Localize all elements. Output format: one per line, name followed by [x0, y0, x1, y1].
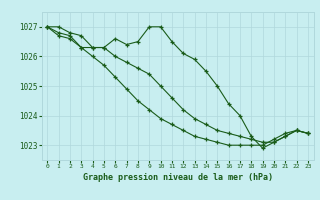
X-axis label: Graphe pression niveau de la mer (hPa): Graphe pression niveau de la mer (hPa) — [83, 173, 273, 182]
